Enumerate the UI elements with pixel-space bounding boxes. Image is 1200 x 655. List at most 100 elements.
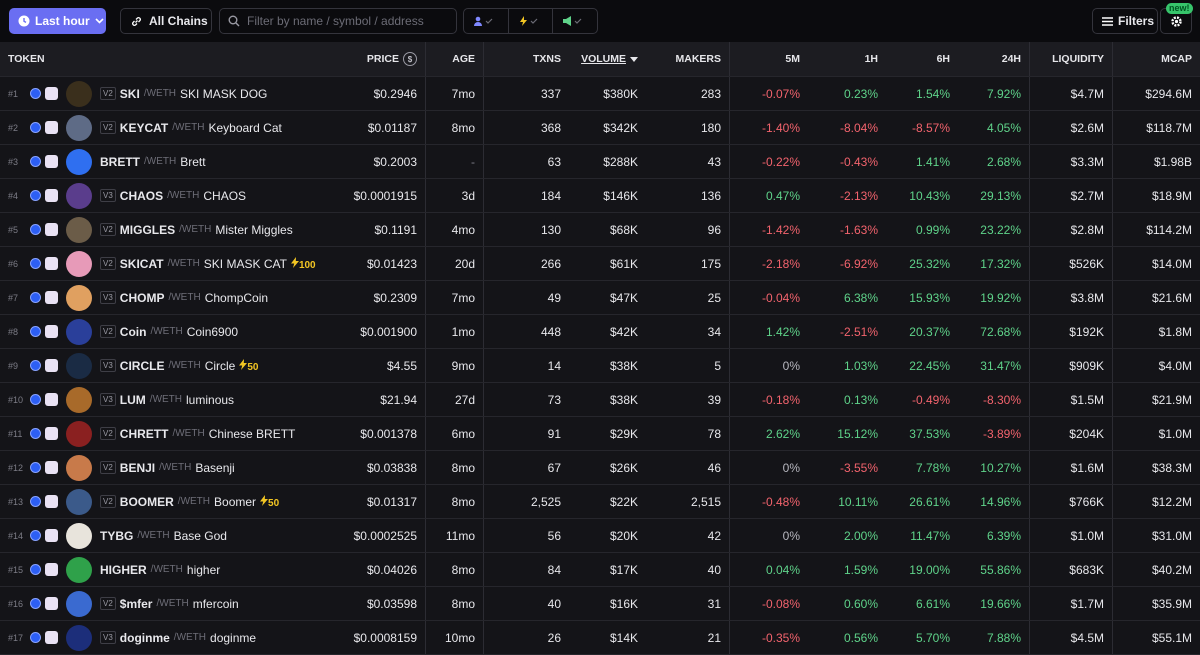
age-cell: 20d bbox=[426, 247, 484, 280]
liquidity-cell: $204K bbox=[1030, 417, 1113, 450]
liquidity-cell: $3.3M bbox=[1030, 145, 1113, 178]
profile-toggle[interactable] bbox=[464, 9, 509, 33]
boost-amount: 50 bbox=[268, 497, 280, 509]
volume-cell: $22K bbox=[609, 494, 638, 509]
toggle-group bbox=[463, 8, 598, 34]
token-name: luminous bbox=[186, 392, 235, 407]
column-header[interactable]: 24H bbox=[958, 42, 1030, 76]
search-icon bbox=[228, 15, 240, 27]
volume-cell: $68K bbox=[609, 222, 638, 237]
column-header[interactable]: VOLUME bbox=[569, 42, 646, 76]
pair-row[interactable]: #14 TYBG/WETH Base God $0.0002525 11mo 56 $20K… bbox=[0, 519, 1200, 553]
rank: #16 bbox=[8, 598, 24, 609]
h24-cell: 4.05% bbox=[958, 111, 1030, 144]
rank: #9 bbox=[8, 360, 19, 371]
m5-cell: -2.18% bbox=[761, 256, 800, 271]
chain-icon bbox=[30, 360, 41, 371]
pair-row[interactable]: #4 V3 CHAOS/WETH CHAOS $0.0001915 3d 184 $146K 1… bbox=[0, 179, 1200, 213]
pair-row[interactable]: #13 V2 BOOMER/WETH Boomer 50 $0.01317 8mo 2,525… bbox=[0, 485, 1200, 519]
quote-token: /WETH bbox=[159, 462, 192, 473]
pair-row[interactable]: #7 V3 CHOMP/WETH ChompCoin $0.2309 7mo 49 $47K 2… bbox=[0, 281, 1200, 315]
volume-cell: $29K bbox=[609, 426, 638, 441]
dex-icon bbox=[45, 393, 58, 406]
rank: #10 bbox=[8, 394, 24, 405]
h24-cell: 17.32% bbox=[958, 247, 1030, 280]
column-header[interactable]: MCAP bbox=[1113, 42, 1200, 76]
time-filter-label: Last hour bbox=[35, 14, 90, 28]
symbol: CHAOS bbox=[119, 188, 164, 203]
chains-button[interactable]: All Chains bbox=[120, 8, 212, 34]
pair-row[interactable]: #1 V2 SKI/WETH SKI MASK DOG $0.2946 7mo 337 $38… bbox=[0, 77, 1200, 111]
column-header-label: PRICE bbox=[366, 53, 399, 65]
rank: #17 bbox=[8, 632, 24, 643]
dex-icon bbox=[45, 631, 58, 644]
pair-row[interactable]: #5 V2 MIGGLES/WETH Mister Miggles $0.1191 4mo… bbox=[0, 213, 1200, 247]
chain-icon bbox=[30, 190, 41, 201]
liquidity-cell: $526K bbox=[1030, 247, 1113, 280]
token-avatar bbox=[66, 318, 92, 345]
column-header[interactable]: 6H bbox=[886, 42, 958, 76]
symbol: CHOMP bbox=[119, 290, 165, 305]
token-avatar bbox=[66, 624, 92, 651]
pair-row[interactable]: #6 V2 SKICAT/WETH SKI MASK CAT 100 $0.01423 20… bbox=[0, 247, 1200, 281]
quote-token: /WETH bbox=[137, 530, 170, 541]
h6-cell: 6.61% bbox=[915, 596, 950, 611]
column-header-label: LIQUIDITY bbox=[1052, 53, 1104, 65]
time-filter-button[interactable]: Last hour bbox=[9, 8, 106, 34]
version-badge: V2 bbox=[100, 461, 116, 474]
pair-row[interactable]: #8 V2 Coin/WETH Coin6900 $0.001900 1mo 448 $42K… bbox=[0, 315, 1200, 349]
token-cell: #9 V3 CIRCLE/WETH Circle 50 bbox=[0, 349, 339, 382]
h6-cell: 1.41% bbox=[915, 154, 950, 169]
token-name: ChompCoin bbox=[204, 290, 269, 305]
age-cell: - bbox=[426, 145, 484, 178]
boost-toggle[interactable] bbox=[509, 9, 554, 33]
price-cell: $0.2003 bbox=[339, 145, 426, 178]
column-header[interactable]: AGE bbox=[426, 42, 484, 76]
pair-row[interactable]: #10 V3 LUM/WETH luminous $21.94 27d 73 $38K 39 -0… bbox=[0, 383, 1200, 417]
dex-icon bbox=[45, 155, 58, 168]
symbol: CIRCLE bbox=[119, 358, 165, 373]
m5-cell: 2.62% bbox=[765, 426, 800, 441]
boost: 50 bbox=[239, 358, 258, 373]
pair-row[interactable]: #12 V2 BENJI/WETH Basenji $0.03838 8mo 67 $26K 4… bbox=[0, 451, 1200, 485]
chain-icon bbox=[30, 394, 41, 405]
token-name: Coin6900 bbox=[186, 324, 239, 339]
chain-icon bbox=[30, 224, 41, 235]
pair-row[interactable]: #3 BRETT/WETH Brett $0.2003- 63 $288K 43 -0.22%… bbox=[0, 145, 1200, 179]
txns-cell: 40 bbox=[547, 596, 561, 611]
token-name: SKI MASK CAT bbox=[203, 256, 287, 271]
column-header[interactable]: 5M bbox=[730, 42, 808, 76]
age-cell: 4mo bbox=[426, 213, 484, 246]
txns-cell: 91 bbox=[547, 426, 561, 441]
volume-cell: $47K bbox=[609, 290, 638, 305]
pair-row[interactable]: #16 V2 $mfer/WETH mfercoin $0.03598 8mo 40 $16K… bbox=[0, 587, 1200, 621]
makers-cell: 34 bbox=[646, 315, 730, 348]
chains-label: All Chains bbox=[149, 14, 208, 28]
symbol: doginme bbox=[119, 630, 170, 645]
column-header[interactable]: PRICE $ bbox=[339, 42, 426, 76]
column-header[interactable]: 1H bbox=[808, 42, 886, 76]
token-cell: #8 V2 Coin/WETH Coin6900 bbox=[0, 315, 339, 348]
ads-toggle[interactable] bbox=[553, 9, 597, 33]
column-header[interactable]: MAKERS bbox=[646, 42, 730, 76]
m5-cell: 0.47% bbox=[765, 188, 800, 203]
column-header[interactable]: TXNS bbox=[484, 42, 569, 76]
pair-row[interactable]: #2 V2 KEYCAT/WETH Keyboard Cat $0.01187 8mo 36… bbox=[0, 111, 1200, 145]
txns-cell: 368 bbox=[540, 120, 561, 135]
token-cell: #3 BRETT/WETH Brett bbox=[0, 145, 339, 178]
column-header[interactable]: LIQUIDITY bbox=[1030, 42, 1113, 76]
rank: #15 bbox=[8, 564, 24, 575]
search-placeholder: Filter by name / symbol / address bbox=[247, 14, 424, 28]
pair-row[interactable]: #9 V3 CIRCLE/WETH Circle 50 $4.55 9mo 14 $38K 5 0%… bbox=[0, 349, 1200, 383]
token-avatar bbox=[66, 454, 92, 481]
h1-cell: -1.63% bbox=[839, 222, 878, 237]
column-header-label: 24H bbox=[1001, 53, 1021, 65]
search-input[interactable]: Filter by name / symbol / address bbox=[219, 8, 457, 34]
price-cell: $0.01423 bbox=[339, 247, 426, 280]
pair-row[interactable]: #15 HIGHER/WETH higher $0.04026 8mo 84 $17K 40 0… bbox=[0, 553, 1200, 587]
pair-row[interactable]: #17 V3 doginme/WETH doginme $0.0008159 10mo 26… bbox=[0, 621, 1200, 655]
filters-button[interactable]: Filters bbox=[1092, 8, 1158, 34]
chain-icon bbox=[30, 292, 41, 303]
makers-cell: 96 bbox=[646, 213, 730, 246]
pair-row[interactable]: #11 V2 CHRETT/WETH Chinese BRETT $0.001378 6m… bbox=[0, 417, 1200, 451]
